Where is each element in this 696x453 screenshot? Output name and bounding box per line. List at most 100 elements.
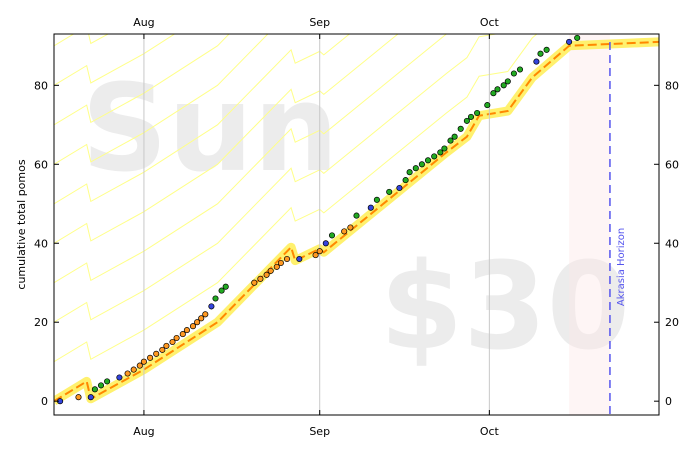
x-tick-label-bottom: Sep [309, 425, 330, 438]
datapoint-green [97, 382, 105, 389]
datapoint-orange [316, 248, 323, 255]
axes: 0 0 20 20 40 40 60 60 80 80 Aug Aug Sep Sep Oct Oct [34, 16, 679, 438]
datapoint-green [91, 386, 98, 393]
y-tick-label-left: 80 [34, 79, 48, 92]
datapoint-blue [208, 303, 215, 310]
y-tick-label-left: 20 [34, 316, 48, 329]
datapoint-green [516, 66, 524, 73]
datapoint-orange [194, 319, 201, 326]
datapoint-orange [153, 350, 160, 357]
datapoint-orange [251, 279, 258, 286]
y-tick-label-right: 60 [665, 158, 679, 171]
datapoint-orange [267, 267, 274, 274]
y-tick-label-left: 40 [34, 237, 48, 250]
datapoint-green [212, 295, 219, 302]
datapoint-orange [312, 252, 319, 259]
datapoint-orange [257, 275, 264, 282]
datapoint-green [510, 70, 517, 77]
y-tick-label-right: 20 [665, 316, 679, 329]
datapoint-orange [273, 263, 280, 270]
guide-lines [54, 0, 659, 363]
x-tick-label-top: Sep [309, 16, 330, 29]
x-tick-label-bottom: Oct [480, 425, 500, 438]
datapoint-orange [159, 346, 166, 353]
datapoint-orange [179, 331, 186, 338]
datapoint-green [504, 78, 511, 85]
datapoint-orange [140, 358, 147, 365]
datapoint-orange [277, 259, 284, 267]
datapoint-blue [296, 255, 303, 263]
akrasia-horizon: Akrasia Horizon [609, 42, 627, 415]
guide-line [54, 34, 351, 205]
datapoint-green [441, 145, 448, 152]
guide-line [54, 0, 659, 6]
datapoint-blue [396, 184, 403, 192]
datapoint-blue [533, 58, 540, 65]
guide-line [54, 34, 176, 86]
datapoint-green [431, 153, 438, 160]
datapoint-green [373, 196, 380, 203]
today-band [569, 34, 610, 415]
datapoint-orange [347, 224, 354, 231]
month-gridlines [143, 34, 490, 415]
datapoint-orange [173, 334, 180, 342]
datapoint-blue [566, 38, 573, 45]
datapoint-green [451, 133, 458, 140]
guide-line [54, 34, 499, 323]
y-tick-label-left: 0 [41, 395, 48, 408]
guide-line [54, 34, 269, 165]
datapoint-orange [75, 394, 82, 401]
datapoint-orange [136, 362, 143, 369]
datapoint-green [537, 50, 544, 57]
datapoint-blue [87, 394, 94, 401]
y-tick-label-right: 80 [665, 79, 679, 92]
datapoint-green [437, 149, 444, 156]
datapoint-orange [198, 315, 205, 322]
x-tick-label-bottom: Aug [133, 425, 154, 438]
guide-line [54, 34, 399, 244]
datapoint-orange [169, 338, 176, 346]
guide-line [54, 34, 448, 284]
datapoint-green [447, 137, 454, 144]
datapoint-green [222, 283, 229, 290]
datapoint-blue [322, 240, 329, 247]
datapoint-orange [163, 342, 170, 349]
pledge-watermark: $30 [380, 238, 631, 377]
datapoint-green [467, 113, 475, 120]
x-tick-label-top: Aug [133, 16, 154, 29]
datapoint-blue [367, 204, 374, 211]
datapoint-green [574, 34, 581, 41]
datapoint-green [500, 82, 507, 89]
datapoint-green [494, 86, 501, 93]
datapoint-blue [116, 374, 123, 381]
y-tick-label-right: 40 [665, 237, 679, 250]
datapoint-green [424, 157, 432, 164]
datapoint-green [418, 161, 425, 168]
datapoint-green [490, 90, 497, 97]
datapoints [57, 34, 581, 405]
datapoint-orange [202, 311, 209, 318]
datapoint-orange [189, 323, 197, 330]
y-tick-label-left: 60 [34, 158, 48, 171]
x-tick-label-top: Oct [480, 16, 500, 29]
y-axis-label: cumulative total pomos [15, 159, 28, 289]
datapoint-green [328, 232, 336, 239]
datapoint-green [406, 169, 413, 176]
datapoint-orange [283, 255, 291, 263]
datapoint-orange [124, 370, 131, 377]
guide-line [54, 34, 230, 126]
datapoint-green [457, 125, 464, 132]
datapoint-orange [130, 366, 137, 373]
datapoint-green [353, 212, 360, 219]
datapoint-green [474, 109, 481, 117]
y-tick-label-right: 0 [665, 395, 672, 408]
datapoint-green [412, 165, 419, 172]
plot-frame [53, 33, 660, 416]
datapoint-green [218, 287, 225, 294]
datapoint-orange [147, 354, 154, 361]
datapoint-green [402, 177, 409, 184]
datapoint-green [104, 378, 111, 385]
datapoint-orange [263, 271, 270, 278]
datapoint-orange [183, 327, 190, 334]
